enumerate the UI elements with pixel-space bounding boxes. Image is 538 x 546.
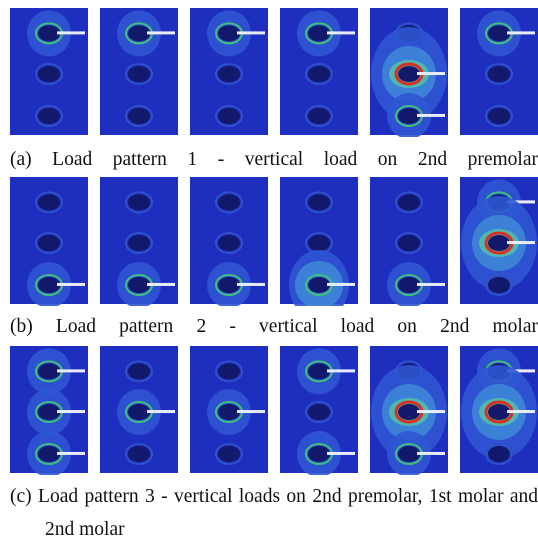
hole (128, 108, 150, 124)
hole (308, 194, 330, 210)
hole (218, 108, 240, 124)
hole (38, 446, 60, 462)
hole (308, 25, 330, 41)
hole (308, 277, 330, 293)
probe-label (507, 410, 535, 413)
probe-label (417, 410, 445, 413)
probe-label (327, 31, 355, 34)
hole (38, 404, 60, 420)
hole (308, 404, 330, 420)
probe-label (57, 452, 85, 455)
hole (488, 108, 510, 124)
probe-label (57, 410, 85, 413)
probe-label (57, 369, 85, 372)
hole (488, 446, 510, 462)
hole (218, 235, 240, 251)
hole (218, 446, 240, 462)
probe-label (417, 114, 445, 117)
hole (38, 194, 60, 210)
hole (308, 363, 330, 379)
probe-label (237, 283, 265, 286)
hole (38, 363, 60, 379)
hole (128, 277, 150, 293)
hole (128, 363, 150, 379)
hole (128, 66, 150, 82)
hole (488, 25, 510, 41)
probe-label (327, 369, 355, 372)
hole (308, 446, 330, 462)
hole (218, 277, 240, 293)
hole (38, 235, 60, 251)
hole (38, 108, 60, 124)
hole (218, 404, 240, 420)
hole (488, 277, 510, 293)
probe-label (417, 452, 445, 455)
probe-label (327, 452, 355, 455)
hole (308, 66, 330, 82)
hole (308, 235, 330, 251)
probe-label (507, 31, 535, 34)
panel-row (0, 345, 538, 475)
hole (218, 25, 240, 41)
probe-label (417, 72, 445, 75)
caption: (a) Load pattern 1 - vertical load on 2n… (10, 143, 538, 176)
probe-label (327, 283, 355, 286)
hole (398, 446, 420, 462)
hole (128, 446, 150, 462)
probe-label (237, 31, 265, 34)
probe-label (507, 241, 535, 244)
hole (488, 235, 510, 251)
hole (488, 404, 510, 420)
probe-label (57, 31, 85, 34)
hole (398, 404, 420, 420)
hole (218, 194, 240, 210)
hole (218, 363, 240, 379)
hole (128, 194, 150, 210)
hole (398, 277, 420, 293)
hole (38, 25, 60, 41)
probe-label (147, 31, 175, 34)
hole (128, 25, 150, 41)
panel-row (0, 7, 538, 137)
probe-label (417, 283, 445, 286)
probe-label (57, 283, 85, 286)
hole (128, 404, 150, 420)
panel-row (0, 176, 538, 306)
probe-label (147, 410, 175, 413)
hole (398, 108, 420, 124)
caption: (b) Load pattern 2 - vertical load on 2n… (10, 310, 538, 343)
hole (398, 235, 420, 251)
probe-label (237, 410, 265, 413)
caption: (c) Load pattern 3 - vertical loads on 2… (10, 480, 538, 546)
hole (218, 66, 240, 82)
hole (488, 66, 510, 82)
hole (308, 108, 330, 124)
hole (128, 235, 150, 251)
hole (398, 66, 420, 82)
hole (38, 66, 60, 82)
probe-label (147, 283, 175, 286)
hole (38, 277, 60, 293)
figure: (a) Load pattern 1 - vertical load on 2n… (0, 0, 538, 542)
hole (398, 194, 420, 210)
